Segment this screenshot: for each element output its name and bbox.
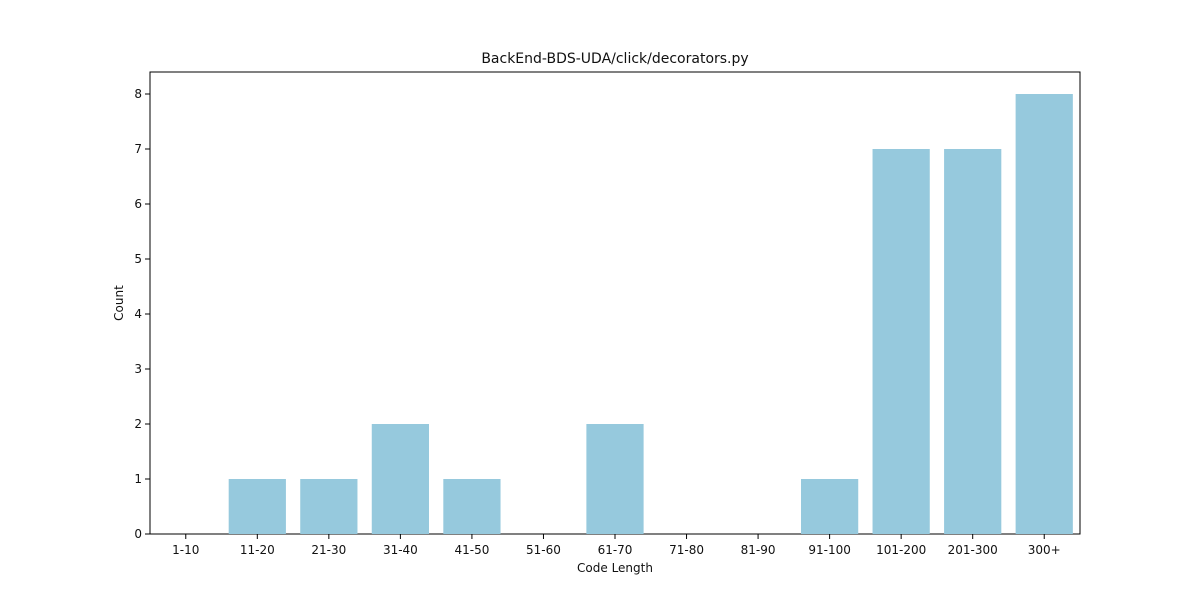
x-tick-label: 201-300 xyxy=(948,543,998,557)
y-tick-label: 6 xyxy=(134,197,142,211)
y-tick-label: 7 xyxy=(134,142,142,156)
x-tick-label: 11-20 xyxy=(240,543,275,557)
bar-91-100 xyxy=(801,479,859,534)
bar-11-20 xyxy=(228,479,286,534)
bar-31-40 xyxy=(371,424,429,534)
y-axis-label: Count xyxy=(112,285,126,321)
x-tick-label: 31-40 xyxy=(383,543,418,557)
y-tick-label: 3 xyxy=(134,362,142,376)
x-tick-label: 71-80 xyxy=(669,543,704,557)
bar-41-50 xyxy=(443,479,501,534)
x-tick-label: 1-10 xyxy=(172,543,199,557)
y-tick-label: 8 xyxy=(134,87,142,101)
x-tick-label: 101-200 xyxy=(876,543,926,557)
y-tick-label: 5 xyxy=(134,252,142,266)
x-tick-label: 61-70 xyxy=(598,543,633,557)
x-axis-label: Code Length xyxy=(577,561,653,575)
chart-title: BackEnd-BDS-UDA/click/decorators.py xyxy=(481,51,748,67)
y-tick-label: 4 xyxy=(134,307,142,321)
x-tick-label: 51-60 xyxy=(526,543,561,557)
x-tick-label: 41-50 xyxy=(454,543,489,557)
bar-300+ xyxy=(1015,94,1073,534)
y-tick-label: 1 xyxy=(134,472,142,486)
x-tick-label: 81-90 xyxy=(741,543,776,557)
x-tick-label: 21-30 xyxy=(311,543,346,557)
bar-61-70 xyxy=(586,424,644,534)
y-tick-label: 0 xyxy=(134,527,142,541)
x-tick-label: 91-100 xyxy=(808,543,851,557)
bar-201-300 xyxy=(944,149,1002,534)
x-tick-label: 300+ xyxy=(1028,543,1061,557)
y-tick-label: 2 xyxy=(134,417,142,431)
bar-21-30 xyxy=(300,479,358,534)
plot-area: 1-10 11-20 21-30 31-40 41-50 51-60 61-70 71-80 8… xyxy=(134,71,1081,557)
bar-101-200 xyxy=(872,149,930,534)
